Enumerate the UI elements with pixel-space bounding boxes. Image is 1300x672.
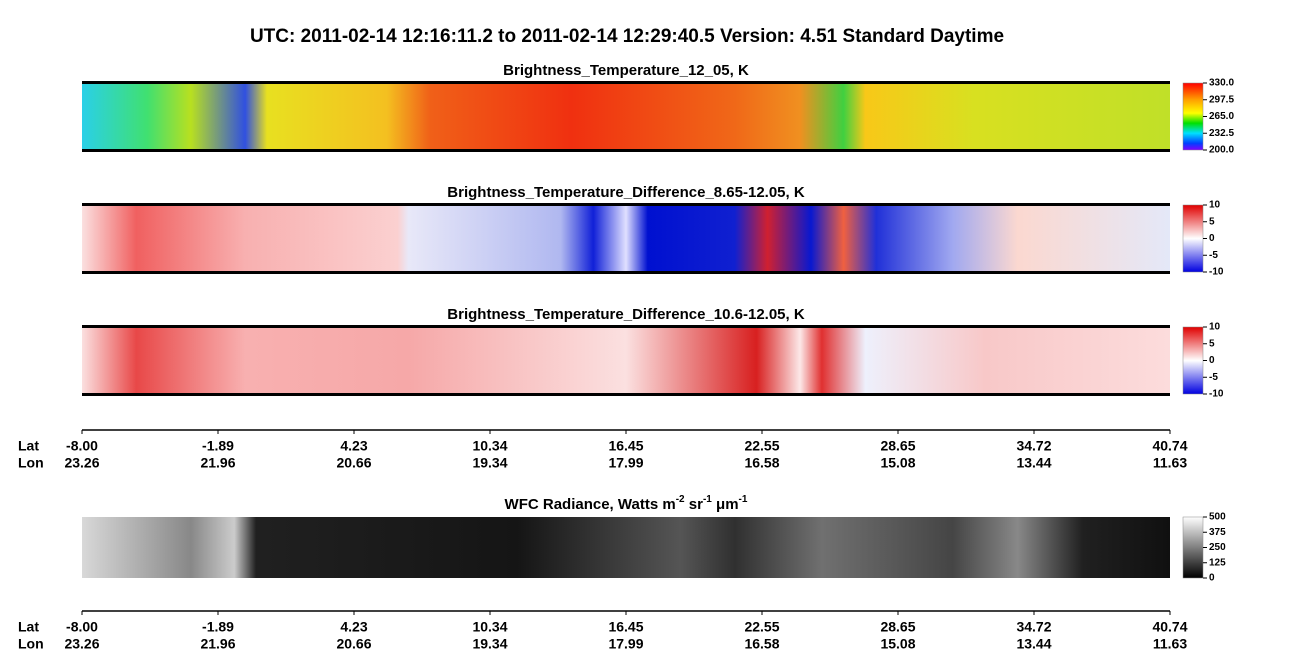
colorbar xyxy=(1182,204,1204,273)
colorbar-label: 265.0 xyxy=(1209,111,1234,122)
lat-name: Lat xyxy=(18,619,39,635)
lon-label: 21.96 xyxy=(200,636,235,652)
lon-label: 21.96 xyxy=(200,455,235,471)
colorbar xyxy=(1182,516,1204,579)
lon-label: 17.99 xyxy=(608,455,643,471)
lon-label: 16.58 xyxy=(744,636,779,652)
panel-image xyxy=(82,517,1170,578)
panel-title: Brightness_Temperature_12_05, K xyxy=(503,62,749,79)
lat-label: -1.89 xyxy=(202,438,234,454)
title-segment: μm xyxy=(712,496,739,513)
lat-label: 40.74 xyxy=(1152,438,1187,454)
lat-label: -1.89 xyxy=(202,619,234,635)
panel-border-top xyxy=(82,325,1170,328)
lat-label: 10.34 xyxy=(472,438,507,454)
colorbar-label: 0 xyxy=(1209,233,1215,244)
lon-label: 19.34 xyxy=(472,636,507,652)
lat-label: 28.65 xyxy=(880,438,915,454)
colorbar-label: 297.5 xyxy=(1209,94,1234,105)
lat-label: -8.00 xyxy=(66,438,98,454)
lat-label: 4.23 xyxy=(340,438,367,454)
title-segment: sr xyxy=(685,496,704,513)
lon-label: 11.63 xyxy=(1153,455,1187,471)
colorbar-label: -10 xyxy=(1209,389,1224,400)
panel-border-bottom xyxy=(82,271,1170,274)
title-segment: -2 xyxy=(676,494,685,505)
panel-border-top xyxy=(82,203,1170,206)
panel-title: Brightness_Temperature_Difference_8.65-1… xyxy=(447,184,805,201)
title-segment: Brightness_Temperature_Difference_10.6-1… xyxy=(447,306,805,323)
panel-image xyxy=(82,205,1170,272)
lon-label: 15.08 xyxy=(880,636,915,652)
panel-border-bottom xyxy=(82,149,1170,152)
panel-title: WFC Radiance, Watts m-2 sr-1 μm-1 xyxy=(505,494,748,513)
colorbar-label: 232.5 xyxy=(1209,128,1234,139)
colorbar-label: 5 xyxy=(1209,216,1215,227)
lat-label: 16.45 xyxy=(608,438,643,454)
panel-image xyxy=(82,327,1170,394)
colorbar-label: 0 xyxy=(1209,355,1215,366)
lat-label: 28.65 xyxy=(880,619,915,635)
panel-border-top xyxy=(82,81,1170,84)
colorbar-label: 10 xyxy=(1209,200,1221,211)
lat-label: -8.00 xyxy=(66,619,98,635)
colorbar-label: 250 xyxy=(1209,542,1226,553)
colorbar xyxy=(1182,326,1204,395)
lon-label: 20.66 xyxy=(336,455,371,471)
lon-label: 19.34 xyxy=(472,455,507,471)
colorbar-label: -5 xyxy=(1209,250,1218,261)
lon-label: 13.44 xyxy=(1016,455,1051,471)
title-segment: -1 xyxy=(703,494,712,505)
colorbar-label: 375 xyxy=(1209,527,1226,538)
title-segment: -1 xyxy=(739,494,748,505)
lon-label: 13.44 xyxy=(1016,636,1051,652)
panel-title: Brightness_Temperature_Difference_10.6-1… xyxy=(447,306,805,323)
lon-label: 16.58 xyxy=(744,455,779,471)
lat-label: 22.55 xyxy=(744,619,779,635)
colorbar-label: 330.0 xyxy=(1209,78,1234,89)
figure-title: UTC: 2011-02-14 12:16:11.2 to 2011-02-14… xyxy=(250,26,1004,47)
title-segment: Brightness_Temperature_Difference_8.65-1… xyxy=(447,184,805,201)
colorbar-label: 0 xyxy=(1209,573,1215,584)
panel-image xyxy=(82,83,1170,150)
lat-label: 16.45 xyxy=(608,619,643,635)
panel-border-bottom xyxy=(82,393,1170,396)
title-segment: WFC Radiance, Watts m xyxy=(505,496,676,513)
colorbar-label: 500 xyxy=(1209,512,1226,523)
lon-label: 23.26 xyxy=(64,636,99,652)
lon-label: 15.08 xyxy=(880,455,915,471)
colorbar xyxy=(1182,82,1204,151)
lat-name: Lat xyxy=(18,438,39,454)
title-segment: Brightness_Temperature_12_05, K xyxy=(503,62,749,79)
lat-label: 40.74 xyxy=(1152,619,1187,635)
lon-name: Lon xyxy=(18,455,44,471)
lon-name: Lon xyxy=(18,636,44,652)
lat-label: 4.23 xyxy=(340,619,367,635)
colorbar-label: 5 xyxy=(1209,338,1215,349)
lat-label: 22.55 xyxy=(744,438,779,454)
lon-label: 20.66 xyxy=(336,636,371,652)
lat-label: 34.72 xyxy=(1016,619,1051,635)
lat-label: 34.72 xyxy=(1016,438,1051,454)
colorbar-label: 10 xyxy=(1209,322,1221,333)
lat-label: 10.34 xyxy=(472,619,507,635)
colorbar-label: 200.0 xyxy=(1209,145,1234,156)
colorbar-label: -5 xyxy=(1209,372,1218,383)
lon-label: 11.63 xyxy=(1153,636,1187,652)
colorbar-label: -10 xyxy=(1209,267,1224,278)
lon-label: 23.26 xyxy=(64,455,99,471)
lon-label: 17.99 xyxy=(608,636,643,652)
colorbar-label: 125 xyxy=(1209,557,1226,568)
